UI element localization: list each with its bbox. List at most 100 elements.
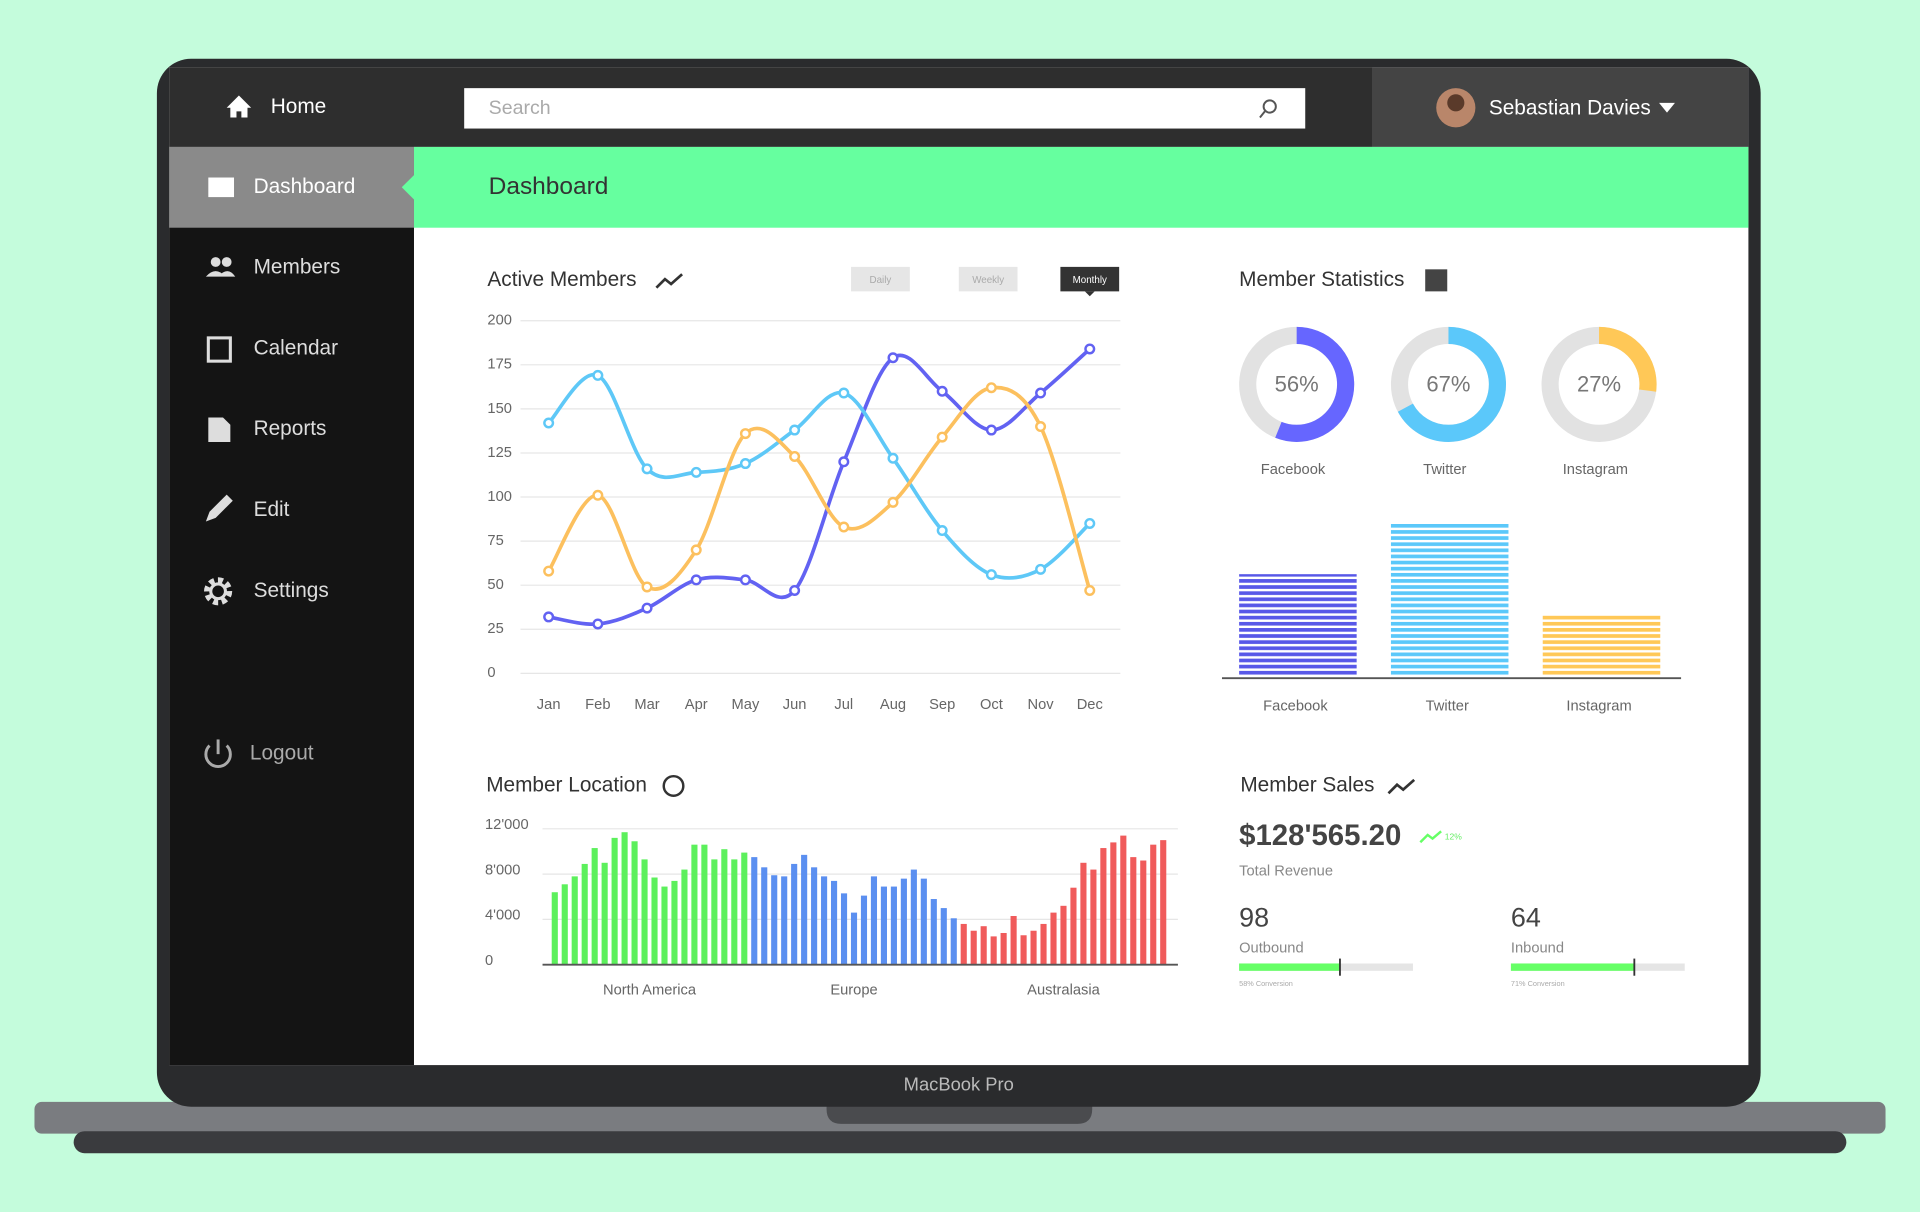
x-tick-label: Facebook xyxy=(1263,698,1328,714)
donut-label: 27% xyxy=(1577,371,1621,396)
range-button[interactable] xyxy=(851,266,910,292)
y-tick-label: 12'000 xyxy=(485,817,529,833)
bar xyxy=(781,876,788,965)
nav-item[interactable]: Edit xyxy=(254,498,290,521)
bar xyxy=(651,877,658,965)
point xyxy=(838,456,850,468)
range-button[interactable] xyxy=(1060,266,1120,292)
nav-item[interactable]: Calendar xyxy=(254,336,338,359)
point xyxy=(985,569,997,581)
point xyxy=(543,417,555,429)
bar xyxy=(711,859,718,965)
x-tick-label: Sep xyxy=(929,697,955,713)
nav-item[interactable]: Reports xyxy=(254,417,327,440)
home-link[interactable]: Home xyxy=(271,95,326,118)
bar xyxy=(950,918,957,965)
bar xyxy=(970,930,977,965)
bar xyxy=(1070,887,1077,965)
stat-value: 98 xyxy=(1239,903,1269,933)
point xyxy=(690,544,702,556)
y-tick-label: 50 xyxy=(487,577,503,593)
sales-trend-icon xyxy=(1387,778,1416,795)
point xyxy=(985,424,997,436)
members-icon-2 xyxy=(221,257,232,267)
y-tick-label: 25 xyxy=(487,621,503,637)
y-tick-label: 8'000 xyxy=(485,862,520,878)
bar xyxy=(1390,523,1509,678)
y-tick-label: 100 xyxy=(487,489,512,505)
point xyxy=(789,424,801,436)
donut-category: Instagram xyxy=(1563,462,1628,478)
bar xyxy=(571,876,578,965)
bar xyxy=(1080,862,1087,965)
sidebar xyxy=(169,146,414,1066)
point xyxy=(739,458,751,470)
stat-label: Inbound xyxy=(1511,941,1564,957)
sidebar-icons xyxy=(204,177,236,769)
search-box[interactable] xyxy=(464,88,1306,129)
bar xyxy=(741,852,748,965)
progress-fill xyxy=(1510,963,1635,971)
bar xyxy=(980,926,987,965)
bar xyxy=(731,859,738,965)
bar xyxy=(681,869,688,965)
calendar-icon xyxy=(206,336,232,363)
active-title: Active Members xyxy=(487,268,636,291)
bar xyxy=(751,857,758,965)
point xyxy=(838,521,850,533)
revenue-trend: 12% xyxy=(1445,832,1463,842)
point xyxy=(641,463,653,475)
search-placeholder: Search xyxy=(489,97,551,119)
user-area[interactable] xyxy=(1372,67,1749,147)
laptop-base-shadow xyxy=(73,1131,1847,1154)
nav-logout[interactable]: Logout xyxy=(250,742,314,765)
user-name[interactable]: Sebastian Davies xyxy=(1489,96,1651,119)
x-tick-label: Jun xyxy=(783,697,807,713)
bar xyxy=(990,936,997,965)
y-tick-label: 4'000 xyxy=(485,908,520,924)
range-button-label: Weekly xyxy=(972,275,1004,286)
reports-icon xyxy=(208,417,231,442)
page-title: Dashboard xyxy=(489,173,609,200)
bar xyxy=(1150,844,1157,965)
revenue: $128'565.20 xyxy=(1239,819,1401,852)
x-tick-label: Instagram xyxy=(1566,698,1631,714)
sales-title: Member Sales xyxy=(1240,773,1374,796)
bar xyxy=(831,880,838,965)
laptop-notch xyxy=(826,1101,1093,1124)
x-tick-label: Feb xyxy=(585,697,610,713)
stat-value: 64 xyxy=(1511,903,1541,933)
user-dropdown[interactable] xyxy=(1659,102,1675,113)
bar xyxy=(1100,848,1107,965)
group-label: Australasia xyxy=(1027,982,1100,998)
bar xyxy=(1000,932,1007,965)
x-tick-label: May xyxy=(732,697,760,713)
bar xyxy=(1110,842,1117,965)
logout-icon xyxy=(204,744,232,769)
nav-item[interactable]: Dashboard xyxy=(254,175,356,198)
bar xyxy=(791,863,798,965)
point xyxy=(1035,387,1047,399)
bar xyxy=(821,876,828,965)
point xyxy=(739,574,751,586)
point xyxy=(1084,343,1096,355)
x-tick-label: Aug xyxy=(880,697,906,713)
donut-arc xyxy=(1390,326,1507,442)
point xyxy=(592,618,604,630)
search-icon[interactable] xyxy=(1262,99,1277,114)
point xyxy=(887,352,899,364)
location-title: Member Location xyxy=(486,773,647,796)
bar xyxy=(900,878,907,965)
avatar-face xyxy=(1447,94,1465,112)
stats-icon xyxy=(1425,269,1448,292)
bar xyxy=(631,841,638,965)
stats-title: Member Statistics xyxy=(1239,268,1404,291)
range-button[interactable] xyxy=(958,266,1018,292)
nav-item[interactable]: Settings xyxy=(254,579,329,602)
point xyxy=(1084,584,1096,596)
home-icon[interactable] xyxy=(226,95,252,118)
x-tick-label: Jul xyxy=(834,697,853,713)
bar xyxy=(910,869,917,965)
nav-item[interactable]: Members xyxy=(254,256,341,279)
